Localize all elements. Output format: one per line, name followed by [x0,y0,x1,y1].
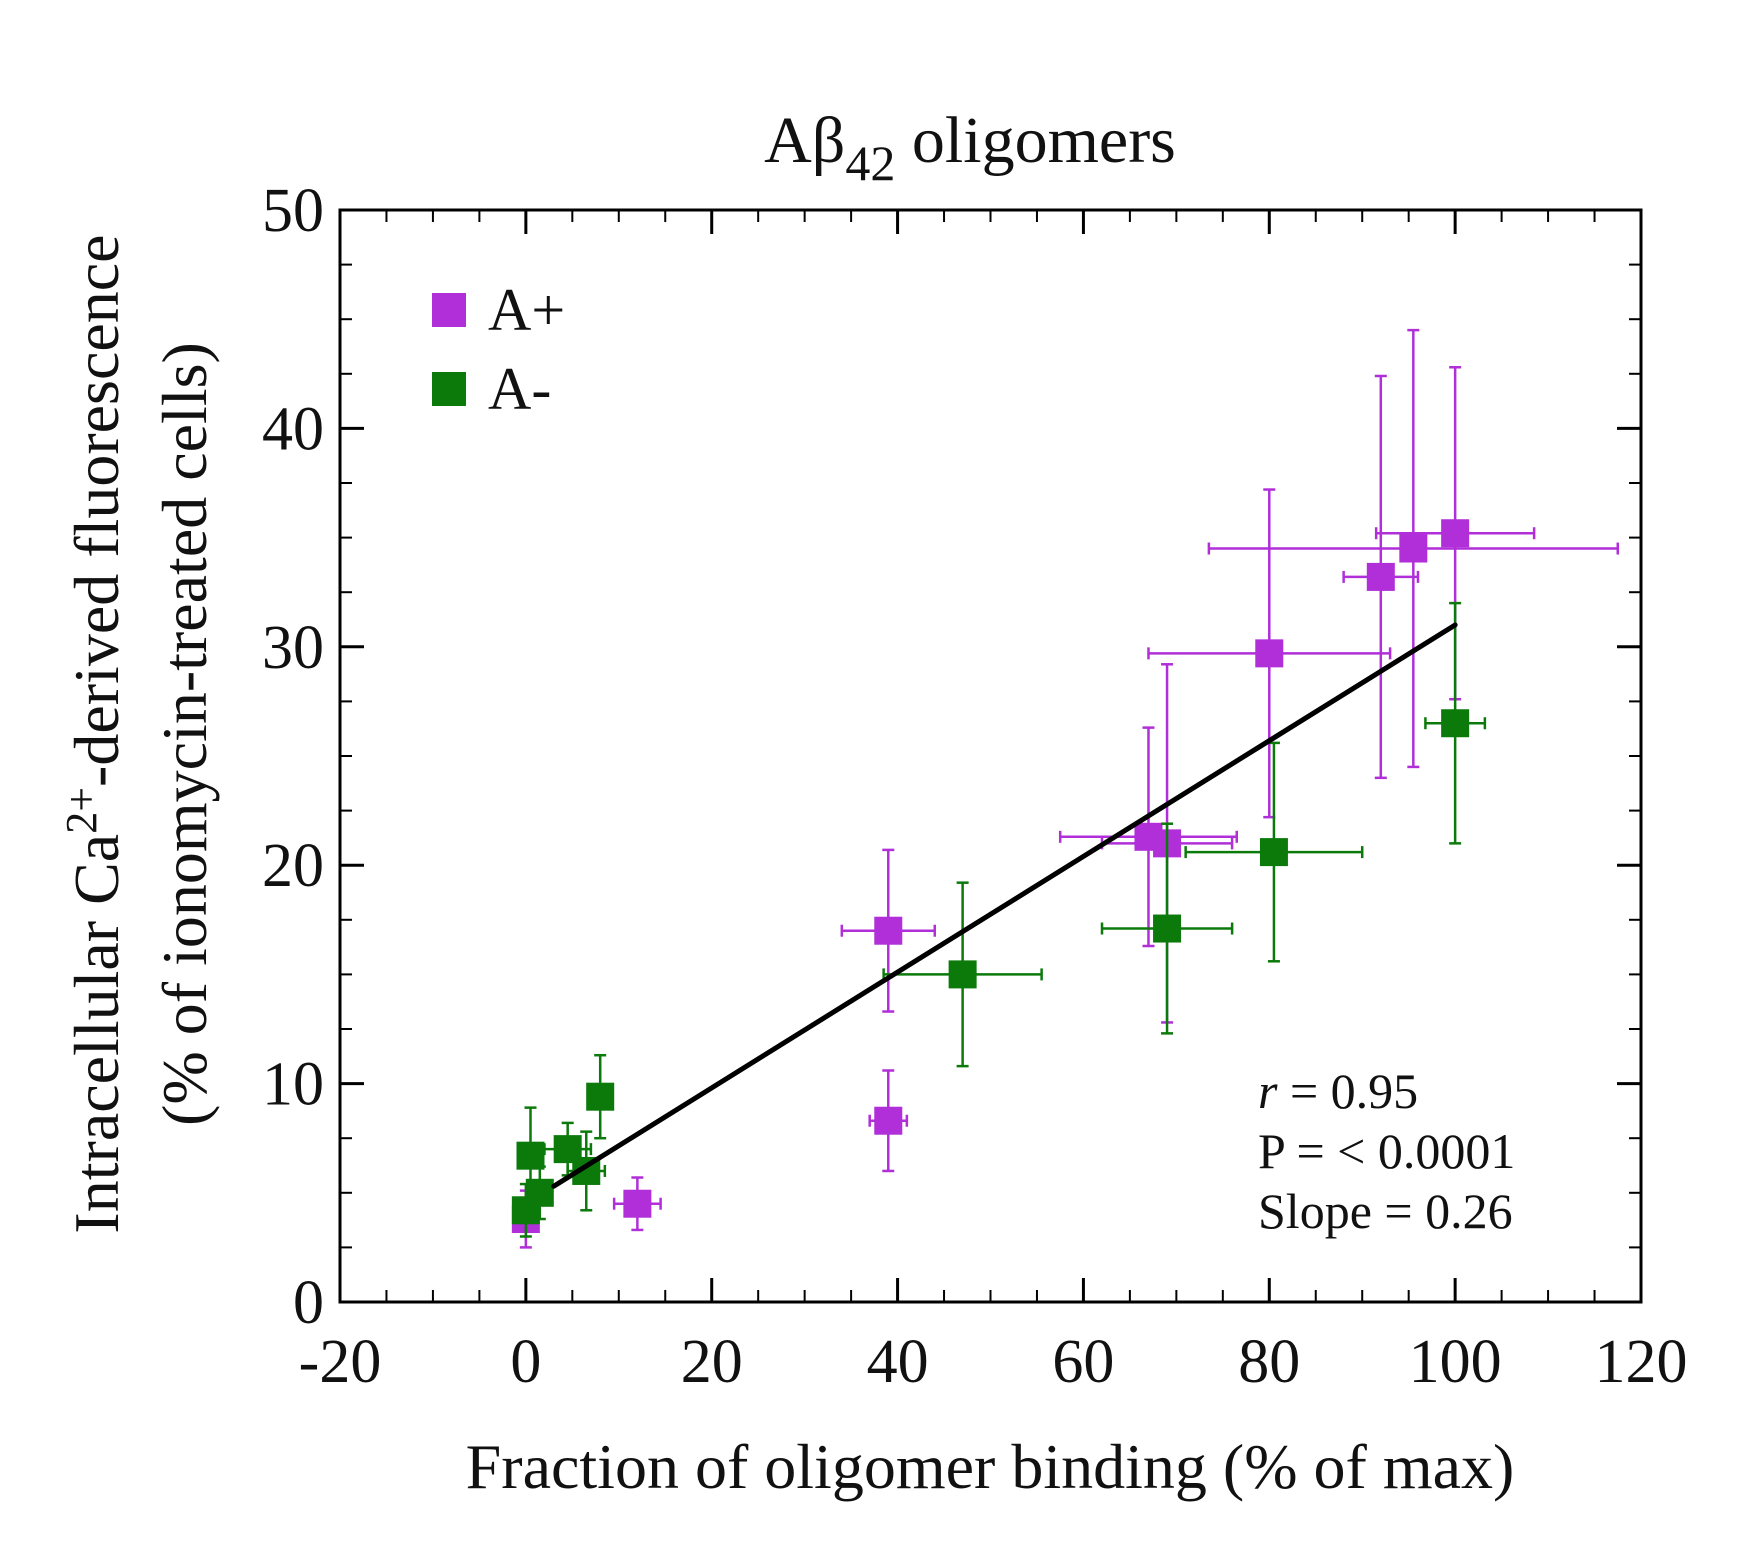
y-axis-label-line1-group: Intracellular Ca2+-derived fluorescence [57,234,132,1233]
major-ticks [338,208,1643,1304]
data-point-a-plus [1207,328,1620,769]
data-point-a-plus [612,1176,662,1232]
fit-layer [551,622,1458,1189]
data-point-a-minus [525,1165,554,1221]
data-marker-a-plus [1366,562,1395,591]
x-tick-labels: -20 0 20 40 60 80 100 120 [299,1328,1688,1396]
y-tick-label: 30 [262,614,324,682]
y-axis-label-line2-group: (% of ionomycin-treated cells) [149,342,220,1126]
data-point-a-minus [543,1121,593,1177]
data-marker-a-plus [1255,639,1284,668]
y-tick-labels: 0 10 20 30 40 50 [262,177,324,1337]
data-point-a-plus [1147,488,1392,819]
data-marker-a-minus [948,960,977,989]
data-point-a-minus [882,881,1043,1068]
data-marker-a-minus [1441,709,1470,738]
legend-label-a-minus: A- [488,356,551,422]
data-marker-a-plus [1441,519,1470,548]
minor-ticks [340,210,1641,1302]
y-axis-label-line1: Intracellular Ca2+-derived fluorescence [57,234,132,1233]
slope-text: Slope = 0.26 [1258,1183,1513,1239]
stats-annotation: r = 0.95 P = < 0.0001 Slope = 0.26 [1258,1063,1515,1239]
x-tick-label: 80 [1238,1328,1300,1396]
y-tick-label: 50 [262,177,324,245]
y-tick-label: 10 [262,1051,324,1119]
x-tick-label: 40 [867,1328,929,1396]
x-tick-label: 60 [1052,1328,1114,1396]
x-tick-label: 120 [1595,1328,1688,1396]
legend-label-a-plus: A+ [488,277,565,343]
data-point-a-minus [1184,741,1364,963]
x-tick-label: 100 [1409,1328,1502,1396]
data-marker-a-plus [874,916,903,945]
legend-swatch-a-plus [432,293,466,327]
data-point-a-plus [1342,374,1420,780]
data-marker-a-minus [1153,914,1182,943]
r-value-text: r = 0.95 [1258,1063,1418,1119]
y-tick-label: 0 [293,1269,324,1337]
data-marker-a-minus [525,1178,554,1207]
p-value-text: P = < 0.0001 [1258,1123,1515,1179]
series-a-minus [511,601,1487,1238]
y-tick-label: 40 [262,395,324,463]
data-marker-a-minus [1259,838,1288,867]
legend-swatch-a-minus [432,372,466,406]
chart-title: Aβ42 oligomers [764,104,1176,191]
y-axis-label-line2: (% of ionomycin-treated cells) [149,342,220,1126]
data-point-a-plus [1058,726,1239,948]
data-point-a-plus [868,1069,909,1173]
data-marker-a-plus [1399,534,1428,563]
y-tick-label: 20 [262,832,324,900]
data-marker-a-plus [874,1106,903,1135]
x-axis-label: Fraction of oligomer binding (% of max) [466,1431,1515,1502]
regression-line [551,622,1458,1189]
legend: A+ A- [432,277,565,422]
data-point-a-plus [840,848,936,1013]
series-layer [511,328,1620,1249]
x-tick-label: 0 [510,1328,541,1396]
data-point-a-minus [586,1053,615,1140]
data-marker-a-minus [516,1141,545,1170]
data-point-a-minus [1424,601,1487,845]
data-marker-a-minus [586,1082,615,1111]
x-tick-label: 20 [681,1328,743,1396]
data-point-a-minus [1100,822,1234,1035]
data-marker-a-plus [623,1189,652,1218]
x-tick-label: -20 [299,1328,382,1396]
data-point-a-minus [516,1106,545,1205]
